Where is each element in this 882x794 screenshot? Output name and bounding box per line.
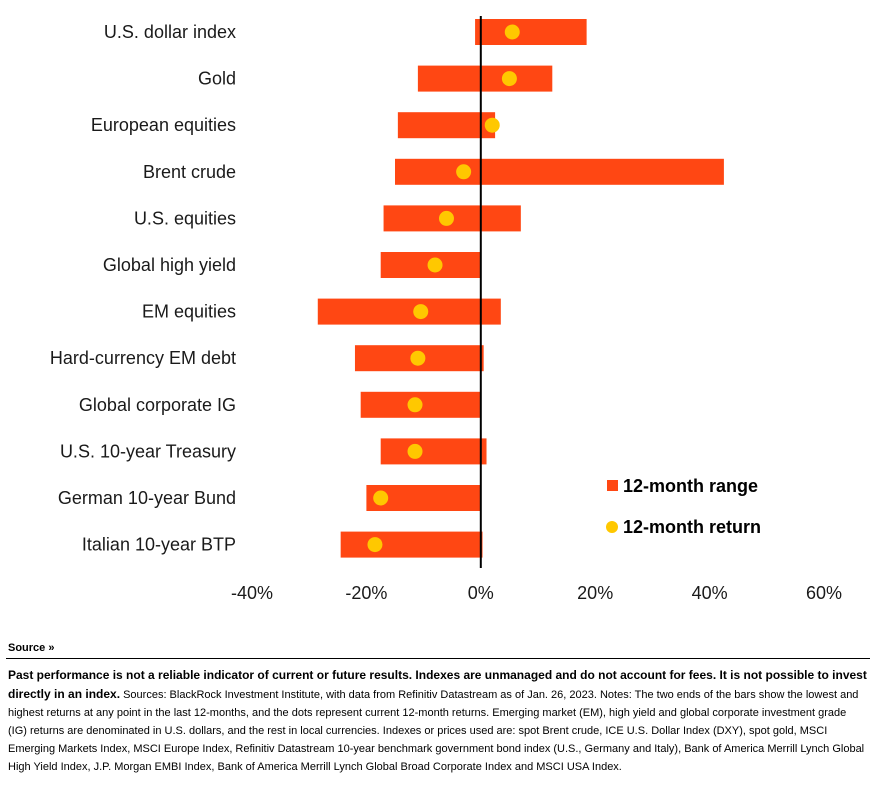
x-tick-label: -40% <box>231 583 273 603</box>
category-label: Brent crude <box>143 162 236 182</box>
legend-return-label: 12-month return <box>623 517 761 537</box>
category-label: U.S. 10-year Treasury <box>60 441 236 461</box>
return-dot <box>407 443 423 459</box>
divider <box>6 658 870 659</box>
legend: 12-month range 12-month return <box>606 476 761 537</box>
return-dot <box>413 304 429 320</box>
range-bar <box>380 438 487 465</box>
dots-layer <box>367 24 520 553</box>
x-axis-ticks: -40% -20% 0% 20% 40% 60% <box>231 583 842 603</box>
category-label: Global high yield <box>103 255 236 275</box>
x-tick-label: 0% <box>468 583 494 603</box>
x-tick-label: 60% <box>806 583 842 603</box>
chevron-double-down-icon: » <box>48 642 55 654</box>
source-notes: Past performance is not a reliable indic… <box>8 666 868 776</box>
x-tick-label: 20% <box>577 583 613 603</box>
x-tick-label: 40% <box>692 583 728 603</box>
category-label: EM equities <box>142 302 236 322</box>
return-dot <box>484 117 500 133</box>
range-bar <box>397 112 496 139</box>
category-label: German 10-year Bund <box>58 488 236 508</box>
return-dot <box>438 210 454 226</box>
return-dot <box>504 24 520 40</box>
x-tick-label: -20% <box>345 583 387 603</box>
return-dot <box>373 490 389 506</box>
notes-text: Sources: BlackRock Investment Institute,… <box>8 689 865 773</box>
range-chart: U.S. dollar index Gold European equities Br… <box>50 16 842 603</box>
legend-range-label: 12-month range <box>623 476 758 496</box>
category-label: Gold <box>198 69 236 89</box>
return-dot <box>410 350 426 366</box>
range-bar <box>417 65 553 92</box>
disclaimer-text: Past performance is not a reliable indic… <box>8 668 867 701</box>
range-bar <box>340 531 483 558</box>
range-bar <box>317 298 501 325</box>
category-label: Global corporate IG <box>79 395 236 415</box>
range-bar <box>475 19 587 45</box>
source-toggle[interactable]: Source » <box>8 642 54 654</box>
category-label: U.S. dollar index <box>104 22 236 42</box>
legend-return-swatch <box>606 521 618 533</box>
legend-range-swatch <box>607 480 618 491</box>
return-dot <box>427 257 443 273</box>
category-label: Italian 10-year BTP <box>82 535 236 555</box>
return-dot <box>367 537 383 553</box>
return-dot <box>501 71 517 87</box>
range-bar <box>395 158 724 185</box>
category-label: European equities <box>91 115 236 135</box>
category-labels: U.S. dollar index Gold European equities Br… <box>50 22 236 555</box>
return-dot <box>407 397 423 413</box>
return-dot <box>456 164 472 180</box>
source-toggle-label: Source <box>8 642 46 654</box>
category-label: U.S. equities <box>134 208 236 228</box>
category-label: Hard-currency EM debt <box>50 348 236 368</box>
